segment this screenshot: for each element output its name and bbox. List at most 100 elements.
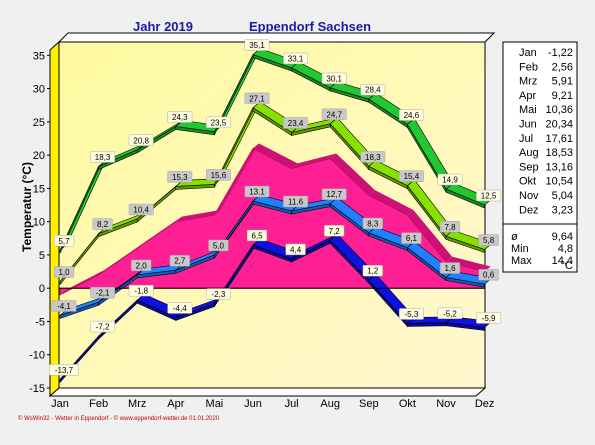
- legend-stat-key: ø: [511, 231, 518, 243]
- value-label: -5,2: [443, 309, 457, 318]
- value-label: 11,6: [288, 198, 304, 207]
- value-label: 24,7: [326, 110, 342, 119]
- legend-month: Mai: [519, 104, 537, 116]
- legend-unit: °C: [561, 260, 573, 272]
- value-label: 18,3: [365, 153, 381, 162]
- value-label-box: [131, 259, 152, 272]
- value-label-box: [399, 308, 424, 320]
- y-tick-label: 15: [33, 183, 45, 195]
- legend-stat-value: 9,64: [552, 231, 573, 243]
- value-label: 24,6: [404, 111, 420, 120]
- value-label-box: [283, 195, 308, 208]
- value-label: -2,3: [212, 290, 226, 299]
- value-label-box: [437, 307, 463, 319]
- value-label: 1,0: [58, 268, 70, 277]
- x-tick-label: Dez: [475, 398, 495, 410]
- mean-area-depth: [253, 143, 298, 169]
- legend-stat-value: 4,8: [558, 243, 573, 255]
- value-label: 0,6: [483, 271, 495, 280]
- y-axis-label: Temperatur (°C): [20, 162, 34, 252]
- value-label: 2,7: [174, 257, 186, 266]
- value-label-box: [399, 109, 424, 121]
- legend-month: Mrz: [519, 76, 537, 88]
- value-label-box: [167, 111, 193, 123]
- mean-area-depth: [214, 143, 259, 215]
- value-label-box: [476, 189, 501, 202]
- value-label-box: [362, 265, 383, 277]
- value-label: 30,1: [326, 74, 342, 83]
- value-label-box: [205, 169, 231, 181]
- value-label: 15,3: [172, 173, 188, 182]
- y-tick-label: 0: [39, 283, 45, 295]
- legend-month-value: 13,16: [545, 161, 573, 173]
- x-tick-label: Aug: [320, 398, 340, 410]
- value-label: -2,1: [96, 289, 110, 298]
- y-tick-label: -15: [29, 383, 45, 395]
- y-tick-label: 10: [33, 217, 45, 229]
- mean-area-depth: [98, 243, 144, 275]
- y-tick-label: 35: [33, 50, 45, 62]
- legend-month: Okt: [519, 176, 536, 188]
- legend-month: Nov: [519, 190, 539, 202]
- mean-segment-face: [445, 277, 485, 288]
- value-label: 23,5: [211, 118, 227, 127]
- mean-area-depth: [407, 210, 452, 262]
- value-label: 12,7: [326, 190, 342, 199]
- value-label-box: [128, 134, 154, 146]
- value-label-box: [90, 151, 116, 163]
- value-label: 18,3: [95, 153, 111, 162]
- value-label-box: [49, 364, 79, 376]
- legend-month-value: 20,34: [545, 119, 573, 131]
- value-label-box: [51, 300, 77, 312]
- value-label-box: [321, 188, 347, 200]
- value-label-box: [360, 151, 386, 163]
- value-label-box: [399, 170, 424, 182]
- value-label: 6,1: [406, 234, 418, 243]
- legend-month: Feb: [519, 61, 538, 73]
- legend-month-value: 10,36: [545, 104, 573, 116]
- footer-copyright: © WsWin32 - Wetter in Eppendorf - © www.…: [18, 415, 220, 422]
- x-tick-label: Apr: [167, 398, 184, 410]
- value-label-box: [53, 266, 75, 278]
- x-tick-label: Jul: [285, 398, 299, 410]
- value-label: -1,8: [134, 287, 148, 296]
- value-label: 7,2: [329, 227, 341, 236]
- value-label: 15,4: [404, 172, 420, 181]
- value-label: 15,6: [211, 171, 227, 180]
- legend-month-value: 5,91: [552, 76, 573, 88]
- legend-month-value: 10,54: [545, 176, 573, 188]
- value-label: 28,4: [365, 86, 381, 95]
- value-label: 13,1: [249, 188, 265, 197]
- x-tick-label: Nov: [436, 398, 456, 410]
- mean-area-depth: [137, 216, 182, 249]
- value-label: 8,2: [97, 220, 109, 229]
- value-label-box: [128, 284, 154, 297]
- value-label-box: [321, 72, 347, 85]
- value-label: 14,9: [442, 176, 458, 185]
- value-label-box: [283, 117, 308, 129]
- value-label-box: [167, 302, 193, 314]
- legend-month-value: 18,53: [545, 147, 573, 159]
- value-label-box: [321, 108, 347, 121]
- value-label: 10,4: [133, 205, 149, 214]
- value-label-box: [283, 52, 308, 65]
- mean-area-depth: [330, 153, 375, 196]
- value-label: -13,7: [55, 366, 74, 375]
- value-label-box: [92, 218, 113, 230]
- value-label-box: [208, 239, 229, 252]
- mean-max-segment-face: [445, 235, 485, 254]
- value-label: -5,9: [482, 314, 496, 323]
- legend-month-value: 2,56: [552, 61, 573, 73]
- legend-month-value: -1,22: [548, 47, 573, 59]
- legend-month: Sep: [519, 161, 539, 173]
- chart-title-location: Eppendorf Sachsen: [249, 19, 371, 34]
- value-label: 7,8: [444, 223, 456, 232]
- value-label: 5,7: [58, 237, 70, 246]
- value-label: -5,3: [405, 310, 419, 319]
- x-tick-label: Feb: [89, 398, 108, 410]
- value-label-box: [437, 173, 463, 186]
- value-label-box: [324, 225, 345, 237]
- legend-stat-value: 14,4: [552, 255, 573, 267]
- value-label: 2,0: [136, 261, 148, 270]
